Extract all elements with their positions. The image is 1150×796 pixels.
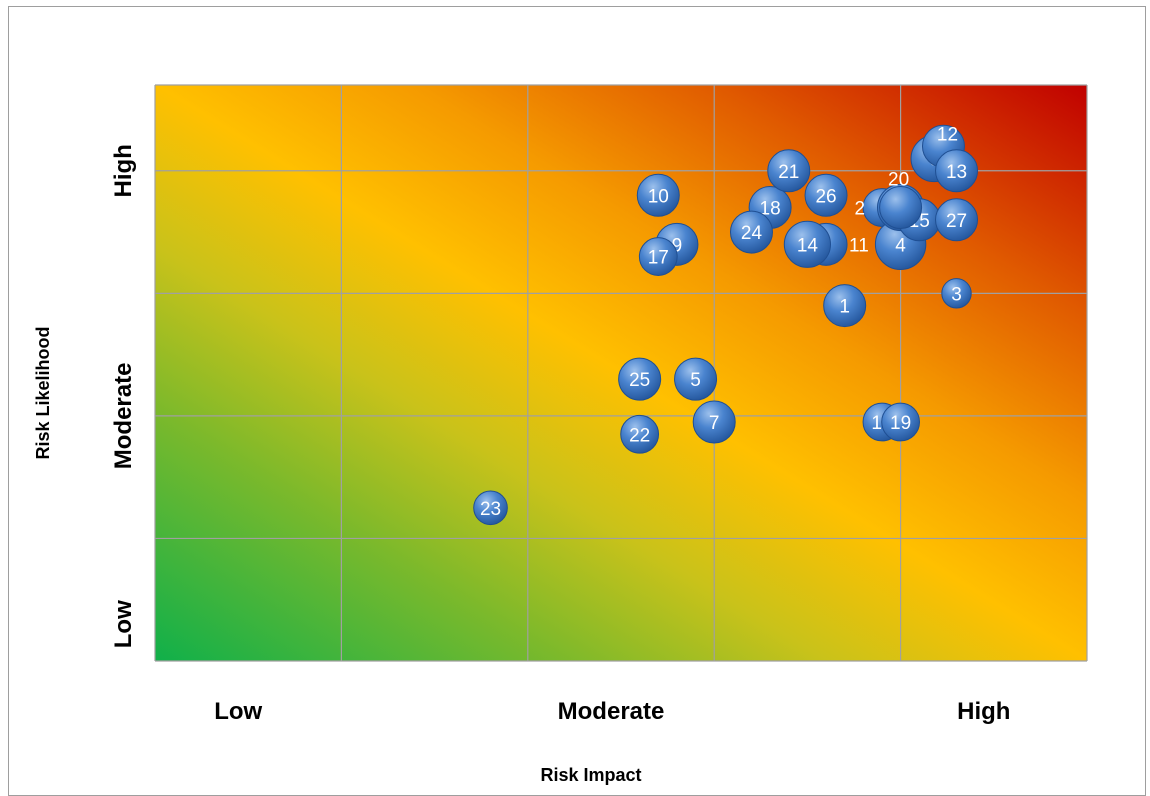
bubble-label: 13 <box>946 162 967 183</box>
x-tick-label: Moderate <box>558 698 665 725</box>
bubble-17: 17 <box>638 237 678 276</box>
bubble-label: 4 <box>895 235 906 256</box>
bubble-24: 24 <box>729 210 773 254</box>
bubble-label: 17 <box>648 248 669 269</box>
bubble-13: 13 <box>935 149 979 193</box>
bubble-circle <box>823 284 867 328</box>
bubble-7: 7 <box>692 400 736 444</box>
bubble-26: 26 <box>804 173 848 217</box>
bubble-circle <box>935 149 979 193</box>
bubble-10: 10 <box>636 173 680 217</box>
bubble-27: 27 <box>935 198 979 242</box>
bubble-circle <box>636 173 680 217</box>
bubble-circle <box>881 402 920 442</box>
bubble-circle <box>804 173 848 217</box>
bubble-22: 22 <box>620 414 660 454</box>
bubble-circle <box>620 414 660 454</box>
x-axis-title: Risk Impact <box>540 765 641 785</box>
y-axis-title: Risk Likelihood <box>33 326 53 459</box>
x-tick-label: High <box>957 698 1010 725</box>
bubble-20: 20 <box>879 170 923 230</box>
bubble-circle <box>879 186 923 230</box>
bubble-14: 14 <box>783 220 832 268</box>
bubble-label: 10 <box>648 186 669 207</box>
bubble-circle <box>692 400 736 444</box>
bubble-5: 5 <box>674 357 718 401</box>
bubble-label: 20 <box>888 170 909 191</box>
bubble-label: 21 <box>778 162 799 183</box>
bubble-label: 12 <box>937 124 958 145</box>
y-tick-label: Moderate <box>110 363 137 470</box>
y-tick-label: High <box>110 144 137 197</box>
bubble-circle <box>729 210 773 254</box>
bubble-series: 1234567891011121314151617181920212223242… <box>473 124 979 526</box>
bubble-circle <box>767 149 811 193</box>
bubble-circle <box>941 278 972 309</box>
chart-frame: 1234567891011121314151617181920212223242… <box>8 6 1146 796</box>
bubble-circle <box>783 220 832 268</box>
bubble-label: 18 <box>760 199 781 220</box>
bubble-label: 2 <box>854 199 865 220</box>
bubble-label: 22 <box>629 425 650 446</box>
bubble-label: 23 <box>480 499 501 520</box>
bubble-21: 21 <box>767 149 811 193</box>
bubble-circle <box>638 237 678 276</box>
bubble-circle <box>935 198 979 242</box>
bubble-circle <box>674 357 718 401</box>
bubble-19: 19 <box>881 402 920 442</box>
bubble-label: 11 <box>849 235 869 256</box>
bubble-label: 1 <box>839 297 850 318</box>
y-tick-labels: Low Moderate High <box>110 144 137 648</box>
bubble-label: 5 <box>690 370 701 391</box>
bubble-25: 25 <box>618 357 662 401</box>
bubble-3: 3 <box>941 278 972 309</box>
x-tick-label: Low <box>214 698 262 725</box>
bubble-23: 23 <box>473 490 508 526</box>
bubble-label: 24 <box>741 223 763 244</box>
bubble-label: 14 <box>797 235 819 256</box>
bubble-label: 9 <box>672 235 683 256</box>
risk-matrix-chart: 1234567891011121314151617181920212223242… <box>33 84 1088 785</box>
x-tick-labels: Low Moderate High <box>214 698 1010 725</box>
bubble-label: 3 <box>951 284 962 305</box>
bubble-label: 27 <box>946 211 967 232</box>
bubble-label: 26 <box>815 186 836 207</box>
bubble-label: 19 <box>890 413 911 434</box>
y-tick-label: Low <box>110 600 137 648</box>
bubble-circle <box>618 357 662 401</box>
bubble-label: 7 <box>709 413 720 434</box>
bubble-label: 25 <box>629 370 650 391</box>
bubble-circle <box>473 490 508 526</box>
bubble-1: 1 <box>823 284 867 328</box>
